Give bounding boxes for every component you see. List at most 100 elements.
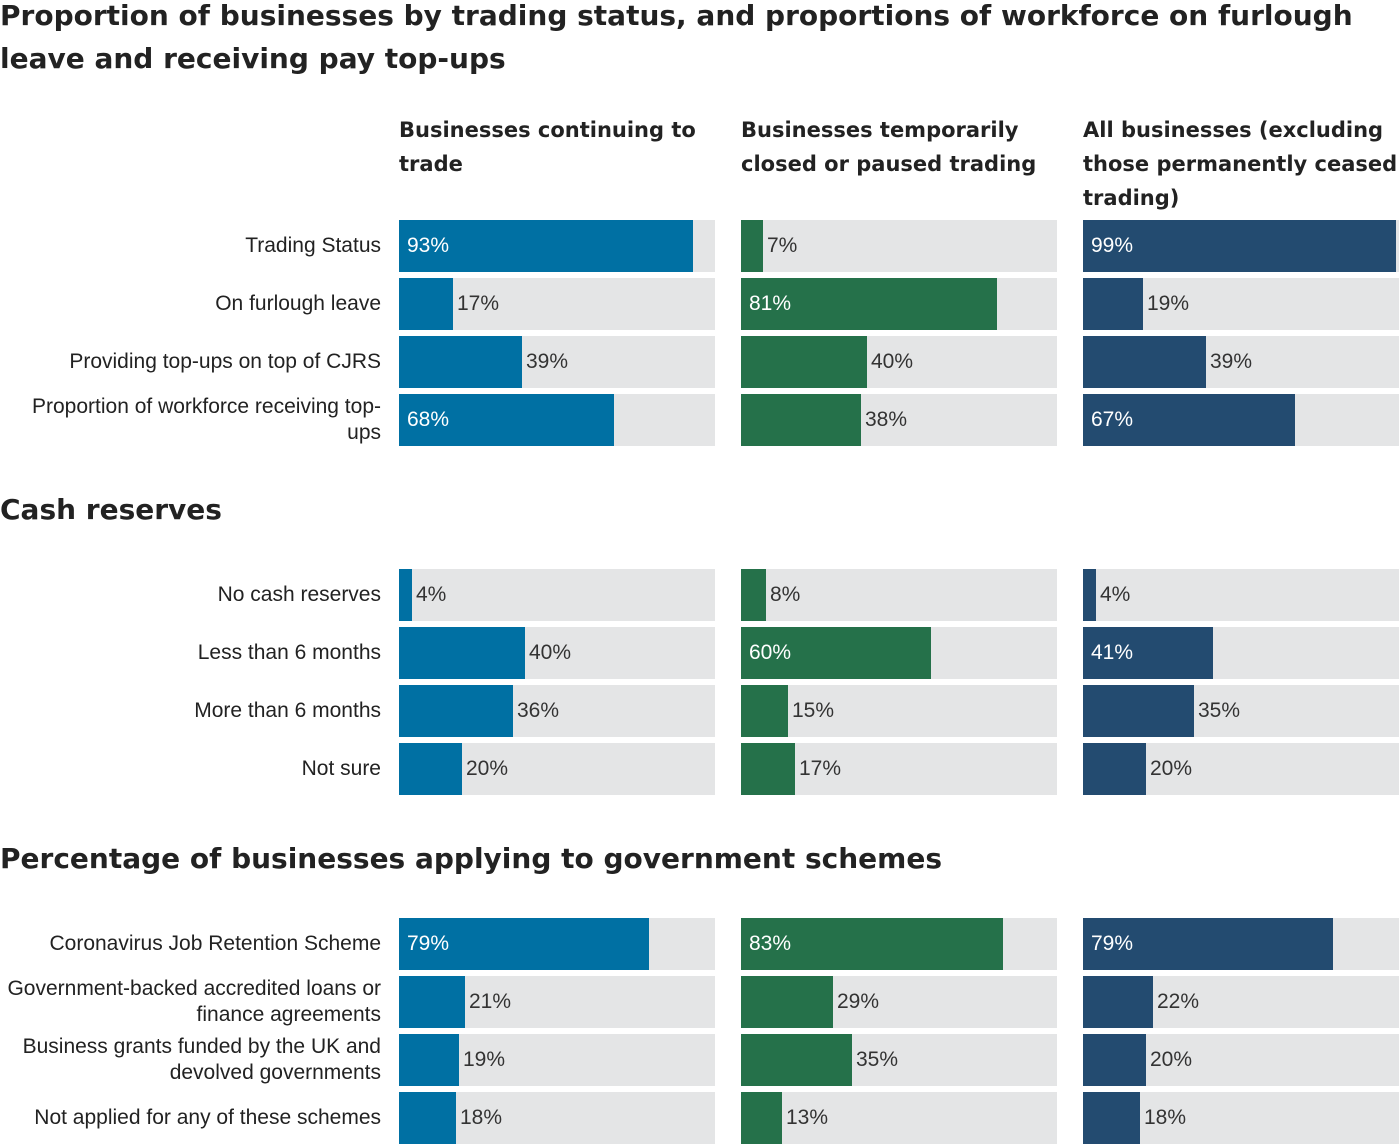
bar-track: 7% — [741, 220, 1057, 272]
bar — [741, 685, 788, 737]
data-label: 67% — [1091, 408, 1134, 431]
bar-track: 8% — [741, 569, 1057, 621]
bar-track: 79% — [399, 918, 715, 970]
bar-track: 18% — [399, 1092, 715, 1144]
bar — [1083, 569, 1096, 621]
bar-track: 60% — [741, 627, 1057, 679]
bar-track: 18% — [1083, 1092, 1399, 1144]
bar-track: 20% — [399, 743, 715, 795]
column-header: Businesses continuing to trade — [399, 118, 696, 176]
bar — [399, 1034, 459, 1086]
bar-track: 20% — [1083, 743, 1399, 795]
bar-track: 19% — [1083, 278, 1399, 330]
bar — [1083, 220, 1396, 272]
bar — [741, 336, 867, 388]
bar-track: 83% — [741, 918, 1057, 970]
data-label: 81% — [749, 292, 792, 315]
bar — [399, 394, 614, 446]
data-label: 35% — [856, 1048, 899, 1071]
bar-track: 21% — [399, 976, 715, 1028]
section-title: Proportion of businesses by trading stat… — [0, 0, 1353, 75]
bar-track: 4% — [1083, 569, 1399, 621]
bar — [399, 627, 525, 679]
data-label: 20% — [1150, 1048, 1193, 1071]
data-label: 99% — [1091, 234, 1134, 257]
bar-track: 17% — [399, 278, 715, 330]
bar-track: 39% — [1083, 336, 1399, 388]
data-label: 20% — [1150, 757, 1193, 780]
data-label: 18% — [1144, 1106, 1187, 1129]
data-label: 39% — [526, 350, 569, 373]
data-label: 17% — [799, 757, 842, 780]
bar-track: 35% — [1083, 685, 1399, 737]
row-label: Proportion of workforce receiving top-up… — [32, 395, 381, 444]
row-label: Government-backed accredited loans or fi… — [7, 977, 381, 1026]
bar — [741, 1092, 782, 1144]
data-label: 19% — [1147, 292, 1190, 315]
bar — [399, 1092, 456, 1144]
row-label: Not applied for any of these schemes — [34, 1106, 381, 1129]
bar — [741, 743, 795, 795]
bar-track: 40% — [741, 336, 1057, 388]
bar-track: 40% — [399, 627, 715, 679]
bar — [741, 918, 1003, 970]
bar — [741, 278, 997, 330]
data-label: 18% — [460, 1106, 503, 1129]
data-label: 21% — [469, 990, 512, 1013]
data-label: 29% — [837, 990, 880, 1013]
column-header: Businesses temporarily closed or paused … — [741, 118, 1037, 176]
data-label: 41% — [1091, 641, 1134, 664]
data-label: 17% — [457, 292, 500, 315]
data-label: 7% — [767, 234, 798, 257]
bar-track: 41% — [1083, 627, 1399, 679]
bar-track: 22% — [1083, 976, 1399, 1028]
bar-track: 39% — [399, 336, 715, 388]
bar — [1083, 743, 1146, 795]
row-label: Not sure — [301, 757, 381, 780]
bar — [399, 976, 465, 1028]
bar — [399, 336, 522, 388]
bar — [1083, 394, 1295, 446]
data-label: 22% — [1157, 990, 1200, 1013]
data-label: 79% — [1091, 932, 1134, 955]
bar — [741, 394, 861, 446]
data-label: 8% — [770, 583, 801, 606]
bar — [1083, 1034, 1146, 1086]
section-title: Percentage of businesses applying to gov… — [0, 842, 943, 875]
bar-track: 67% — [1083, 394, 1399, 446]
bar — [741, 627, 931, 679]
bar — [1083, 685, 1194, 737]
bar — [1083, 278, 1143, 330]
bar — [399, 918, 649, 970]
bar — [1083, 918, 1333, 970]
bar — [399, 685, 513, 737]
row-label: Less than 6 months — [197, 641, 381, 664]
bar-track: 79% — [1083, 918, 1399, 970]
row-label: On furlough leave — [215, 292, 381, 315]
bar — [399, 278, 453, 330]
bar-track: 13% — [741, 1092, 1057, 1144]
data-label: 68% — [407, 408, 450, 431]
data-label: 40% — [529, 641, 572, 664]
data-label: 39% — [1210, 350, 1253, 373]
row-label: Trading Status — [245, 234, 381, 257]
row-label: More than 6 months — [194, 699, 381, 722]
bar-track: 68% — [399, 394, 715, 446]
bar-track: 19% — [399, 1034, 715, 1086]
row-label: Coronavirus Job Retention Scheme — [49, 932, 381, 955]
data-label: 83% — [749, 932, 792, 955]
data-label: 60% — [749, 641, 792, 664]
data-label: 15% — [792, 699, 835, 722]
data-label: 13% — [786, 1106, 829, 1129]
row-label: Providing top-ups on top of CJRS — [69, 350, 381, 373]
section-title: Cash reserves — [0, 493, 222, 526]
bar-track: 20% — [1083, 1034, 1399, 1086]
bar — [1083, 627, 1213, 679]
bar — [1083, 1092, 1140, 1144]
data-label: 35% — [1198, 699, 1241, 722]
bar — [1083, 336, 1206, 388]
bar — [399, 743, 462, 795]
data-label: 40% — [871, 350, 914, 373]
data-label: 20% — [466, 757, 509, 780]
bar-track: 38% — [741, 394, 1057, 446]
